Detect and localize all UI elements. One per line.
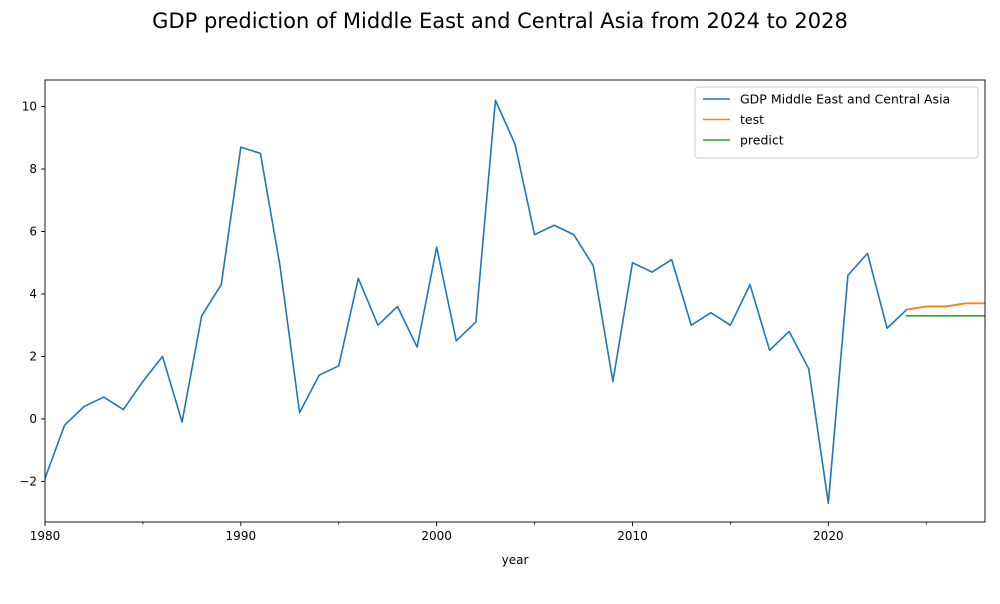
x-tick-label: 2020 (813, 529, 844, 543)
chart-title: GDP prediction of Middle East and Centra… (152, 9, 848, 33)
legend: GDP Middle East and Central Asia test pred… (694, 86, 979, 159)
x-axis-label: year (502, 553, 529, 567)
x-tick-label: 2010 (617, 529, 648, 543)
x-tick-label: 1980 (30, 529, 61, 543)
y-tick-label: −2 (19, 474, 37, 488)
y-tick-label: 8 (29, 162, 37, 176)
y-tick-label: 10 (22, 100, 37, 114)
plot-area (45, 99, 985, 505)
legend-label-2: predict (740, 133, 784, 148)
y-tick-label: 0 (29, 412, 37, 426)
y-tick-label: 2 (29, 349, 37, 363)
x-tick-label: 2000 (421, 529, 452, 543)
axes-frame (44, 79, 986, 523)
legend-label-1: test (740, 112, 764, 127)
x-tick-label: 1990 (226, 529, 257, 543)
series-line-0 (45, 99, 985, 505)
y-tick-label: 6 (29, 224, 37, 238)
axes: −2 0 2 4 6 8 10 1980 1990 2000 2010 2020 (19, 79, 986, 543)
legend-label-0: GDP Middle East and Central Asia (740, 92, 950, 107)
y-tick-label: 4 (29, 287, 37, 301)
series-line-1 (905, 302, 985, 311)
legend-box (694, 86, 979, 159)
